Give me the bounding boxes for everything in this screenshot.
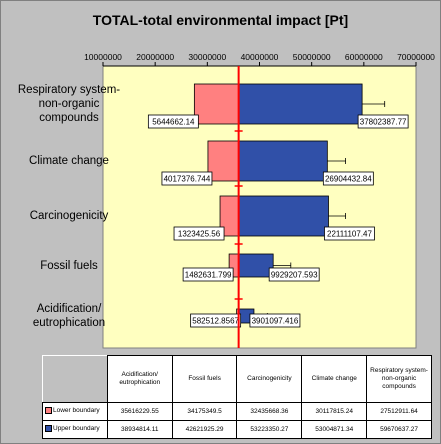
upper-value-box [268, 267, 320, 282]
lower-value-box [173, 226, 225, 241]
x-tick-label: 10000000 [84, 52, 122, 62]
category-label: Acidification/ eutrophication [32, 303, 106, 329]
lower-label: Lower boundary [53, 407, 100, 415]
table-cell: 34175349.5 [171, 402, 238, 421]
table-row-upper: Upper boundary 38934814.11 42621925.29 5… [42, 420, 432, 439]
table-header-cell: Fossil fuels [171, 355, 238, 403]
table-row-label: Lower boundary [42, 402, 108, 421]
chart-title: TOTAL-total environmental impact [Pt] [92, 12, 349, 28]
x-tick-label: 20000000 [136, 52, 174, 62]
bar-upper [238, 140, 328, 182]
upper-swatch-icon [45, 425, 52, 433]
category-label: Climate change [29, 155, 109, 167]
x-tick-label: 60000000 [345, 52, 383, 62]
bar-lower [193, 83, 240, 125]
data-table: Acidification/ eutrophication Fossil fue… [42, 355, 432, 439]
upper-value-label: 26904432.84 [325, 175, 372, 184]
x-tick-label: 50000000 [293, 52, 331, 62]
upper-value-box [249, 313, 301, 328]
table-cell: 42621925.29 [171, 420, 238, 439]
x-tick-label: 70000000 [397, 52, 435, 62]
table-cell: 35616229.55 [106, 402, 173, 421]
lower-value-label: 4017376.744 [164, 175, 211, 184]
lower-value-box [182, 267, 234, 282]
bar-upper [238, 253, 274, 278]
table-header-cell: Climate change [301, 355, 368, 403]
table-header-cell: Acidification/ eutrophication [106, 355, 173, 403]
upper-value-label: 37802387.77 [360, 118, 407, 127]
bar-lower [207, 140, 240, 182]
category-label: Carcinogenicity [29, 210, 109, 222]
lower-value-label: 1323425.56 [178, 230, 221, 239]
category-label: Fossil fuels [40, 259, 98, 272]
table-cell: 32435668.36 [236, 402, 303, 421]
upper-value-label: 22111107.47 [327, 230, 372, 239]
lower-value-box [190, 313, 242, 328]
upper-value-box [322, 171, 374, 186]
table-cell: 30117815.24 [301, 402, 368, 421]
lower-value-box [161, 171, 213, 186]
table-cell: 53004871.34 [301, 420, 368, 439]
x-tick-label: 40000000 [241, 52, 279, 62]
lower-swatch-icon [45, 407, 52, 415]
table-cell: 27512911.64 [366, 402, 432, 421]
table-corner [42, 355, 108, 403]
lower-value-label: 582512.8567 [192, 317, 239, 326]
upper-label: Upper boundary [53, 425, 100, 433]
table-cell: 53223350.27 [236, 420, 303, 439]
lower-value-box [147, 114, 199, 129]
bar-upper [238, 195, 329, 237]
table-row-label: Upper boundary [42, 420, 108, 439]
table-header-cell: Carcinogenicity [236, 355, 303, 403]
x-tick-label: 30000000 [188, 52, 226, 62]
bar-upper [238, 83, 363, 125]
table-cell: 38934814.11 [106, 420, 173, 439]
table-row-lower: Lower boundary 35616229.55 34175349.5 32… [42, 402, 432, 421]
table-header-cell: Respiratory system- non-organic compound… [366, 355, 432, 403]
lower-value-label: 5644662.14 [152, 118, 195, 127]
lower-value-label: 1482631.799 [185, 271, 232, 280]
table-header-row: Acidification/ eutrophication Fossil fue… [42, 355, 432, 403]
table-cell: 59670637.27 [366, 420, 432, 439]
upper-value-box [357, 114, 409, 129]
upper-value-box [324, 226, 375, 241]
category-label: Respiratory system- non-organic compound… [17, 84, 121, 124]
upper-value-label: 9929207.593 [271, 271, 318, 280]
upper-value-label: 3901097.416 [252, 317, 299, 326]
